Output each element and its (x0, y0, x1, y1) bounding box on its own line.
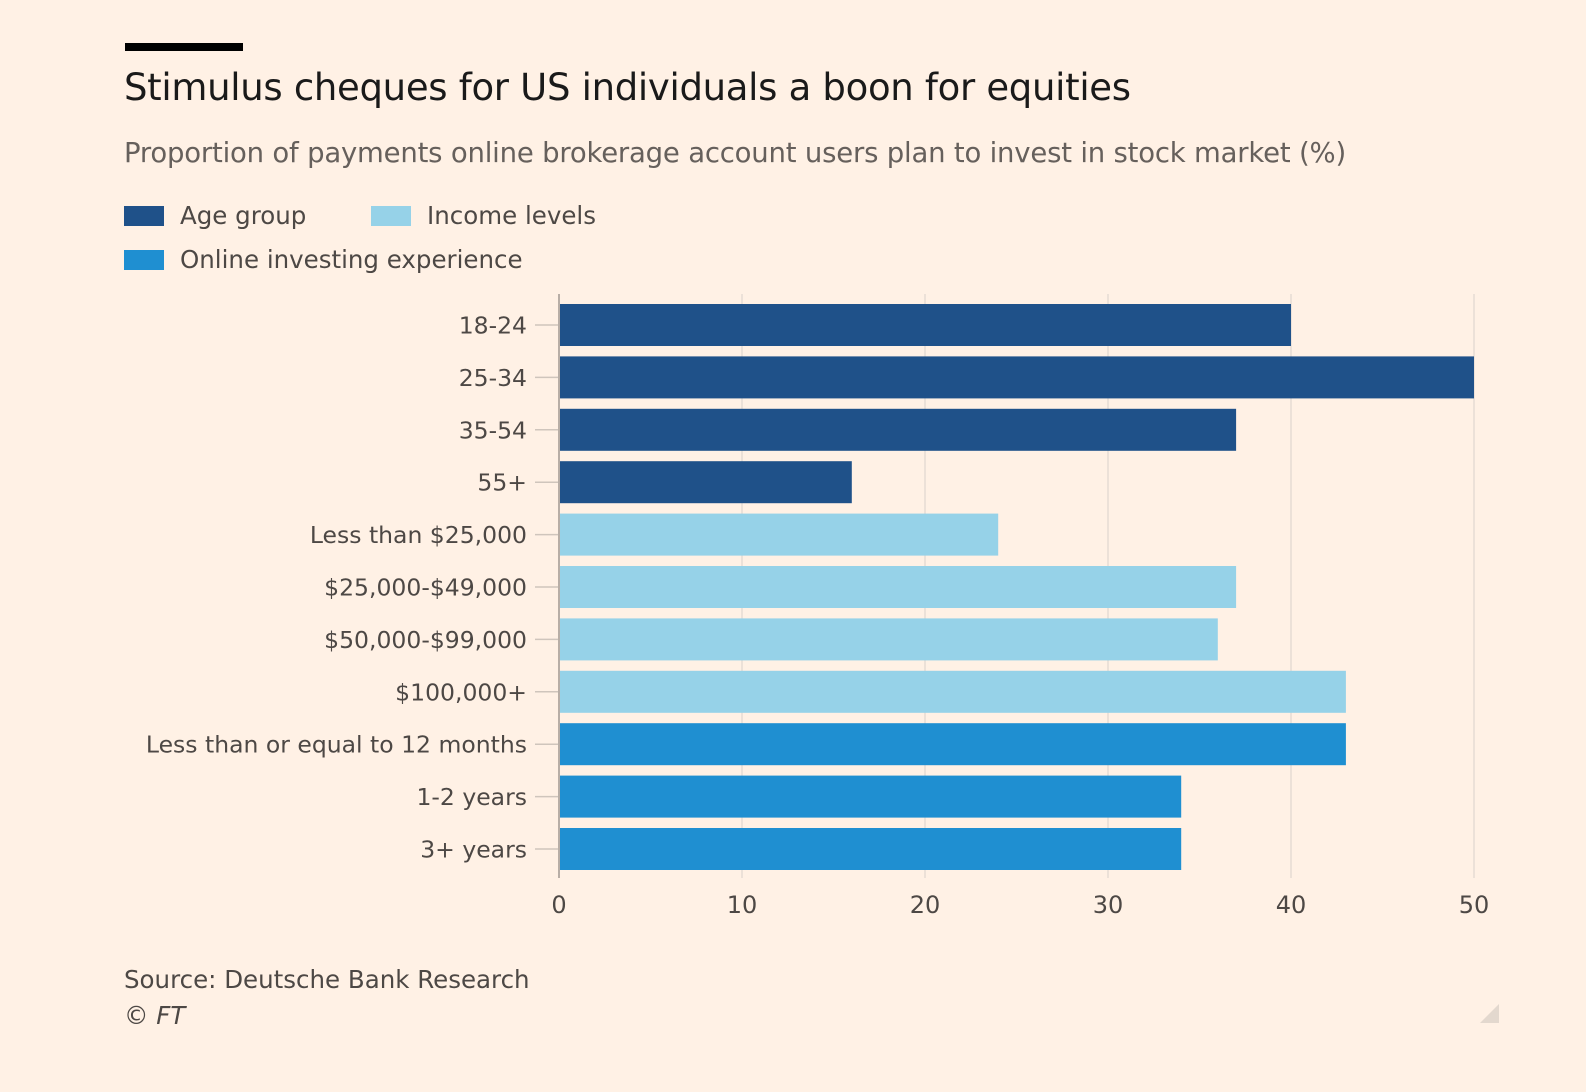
legend-item-age-group: Age group (124, 201, 306, 230)
chart-subtitle: Proportion of payments online brokerage … (124, 137, 1346, 169)
y-category-label: 35-54 (459, 416, 527, 444)
y-category-label: $100,000+ (395, 678, 527, 706)
legend-swatch-online-investing-experience (124, 249, 164, 270)
y-category-label: Less than or equal to 12 months (146, 731, 527, 759)
x-tick-label: 40 (1276, 891, 1307, 919)
x-tick-label: 10 (727, 891, 758, 919)
bar (559, 408, 1237, 451)
x-tick-label: 0 (551, 891, 566, 919)
x-tick-label: 30 (1093, 891, 1124, 919)
x-tick-label: 50 (1459, 891, 1490, 919)
legend-label-age-group: Age group (180, 201, 307, 230)
bar (559, 775, 1182, 818)
bar (559, 513, 999, 556)
bar (559, 670, 1346, 713)
copyright-note: © FT (124, 1001, 186, 1030)
y-category-label: 55+ (477, 469, 527, 497)
y-category-label: Less than $25,000 (310, 521, 527, 549)
legend-swatch-age-group (124, 205, 164, 226)
legend-swatch-income-levels (371, 205, 411, 226)
y-category-label: 3+ years (420, 836, 527, 864)
y-category-label: $50,000-$99,000 (324, 626, 527, 654)
bar (559, 723, 1346, 766)
legend-label-online-investing-experience: Online investing experience (180, 245, 523, 274)
bar (559, 618, 1218, 661)
y-category-label: 1-2 years (416, 783, 527, 811)
bar-chart: 0 10 20 30 40 50 18-24 25-34 35-54 55+ Less than $… (146, 294, 1490, 919)
top-rule (125, 43, 243, 51)
resize-corner-icon (1480, 1004, 1499, 1023)
y-category-label: 25-34 (459, 364, 527, 392)
bar (559, 566, 1237, 608)
x-tick-label: 20 (910, 891, 941, 919)
y-category-label: 18-24 (459, 312, 527, 340)
legend-label-income-levels: Income levels (427, 201, 596, 230)
source-note: Source: Deutsche Bank Research (124, 965, 530, 994)
legend-item-income-levels: Income levels (371, 201, 596, 230)
chart-title: Stimulus cheques for US individuals a bo… (124, 66, 1131, 109)
bar (559, 304, 1291, 346)
bar (559, 828, 1182, 870)
y-category-label: $25,000-$49,000 (324, 574, 527, 602)
bar (559, 356, 1474, 399)
legend-item-online-investing-experience: Online investing experience (124, 245, 523, 274)
bar (559, 461, 852, 504)
